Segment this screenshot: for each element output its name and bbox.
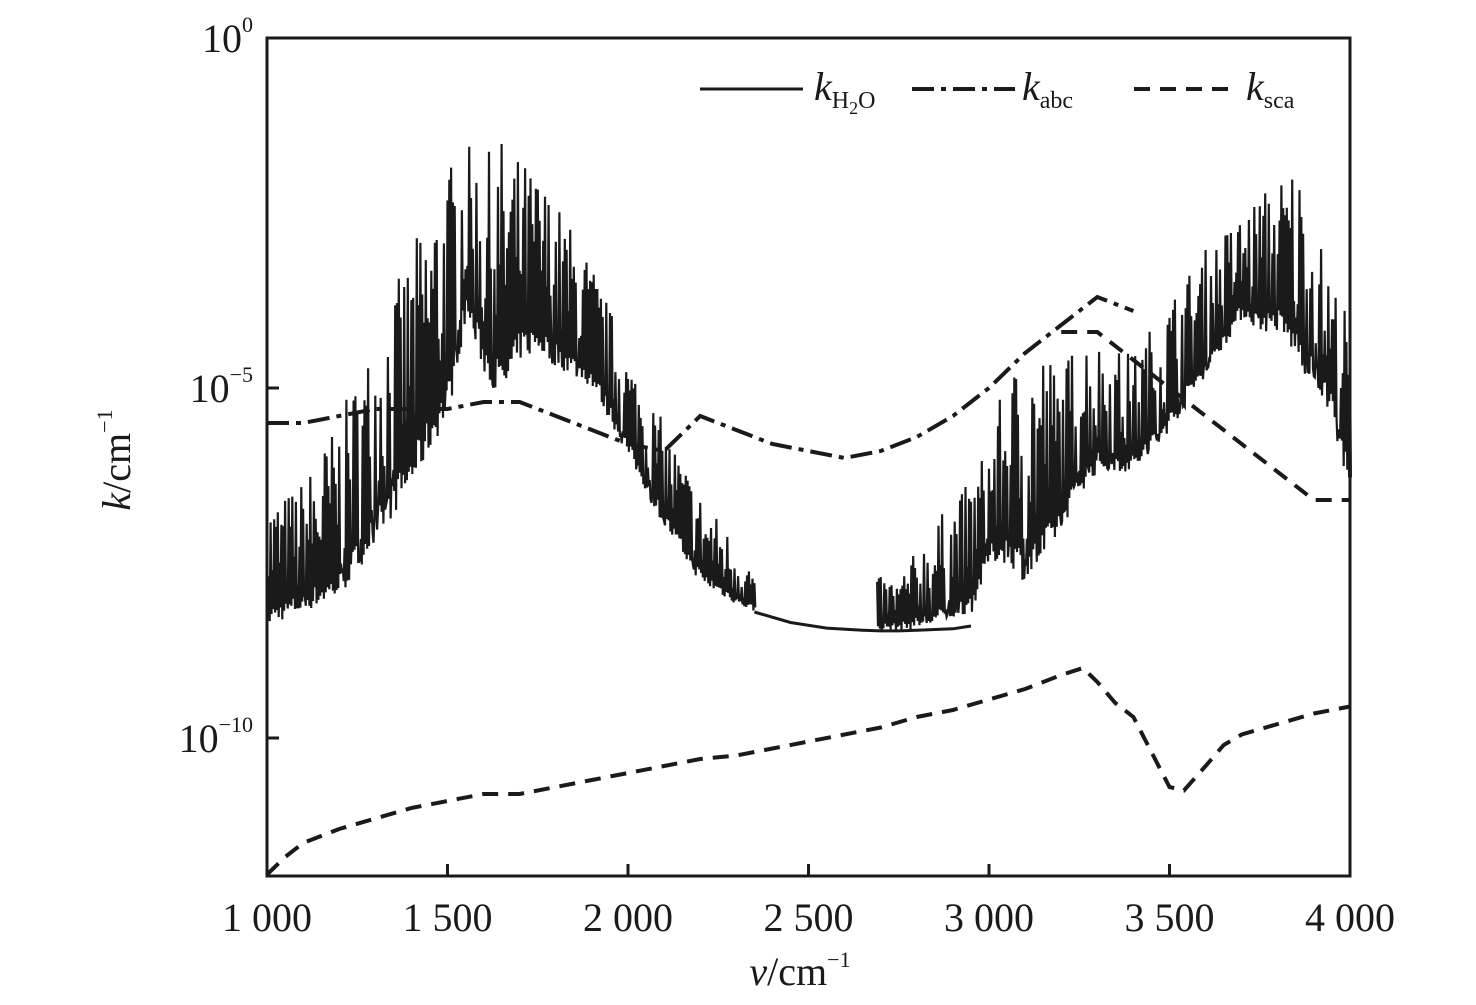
x-axis-label-var: v <box>749 949 767 994</box>
series-layer <box>265 143 1352 876</box>
y-tick-label: 10−10 <box>179 712 253 761</box>
series-ksca-line <box>265 665 1351 876</box>
y-tick-label: 10−5 <box>190 362 253 411</box>
y-axis-label-var: k <box>94 492 139 511</box>
x-tick-label: 3 500 <box>1125 895 1215 940</box>
legend-label-kabc: kabc <box>1022 64 1073 114</box>
series-kabc-line <box>267 294 1135 461</box>
x-tick-label: 2 000 <box>583 895 673 940</box>
y-axis-label-exp: −1 <box>92 409 117 432</box>
series-kh2o-band1 <box>265 143 757 626</box>
x-axis-label-exp: −1 <box>827 947 850 972</box>
x-tick-label: 1 000 <box>222 895 312 940</box>
y-axis-ticks: 10−10 10−5 100 <box>179 12 279 761</box>
x-axis-label: v/cm−1 <box>749 947 850 994</box>
x-tick-label: 1 500 <box>403 895 493 940</box>
legend-label-ksca: ksca <box>1246 64 1295 114</box>
series-kh2o-band2 <box>876 179 1352 631</box>
x-axis-ticks: 1 000 1 500 2 000 2 500 3 000 3 500 4 000 <box>222 864 1395 940</box>
y-axis-label: k/cm−1 <box>92 409 139 510</box>
x-tick-label: 2 500 <box>764 895 854 940</box>
legend: kH2O kabc ksca <box>700 64 1295 118</box>
y-tick-label: 100 <box>202 12 253 61</box>
series-kh2o-smooth <box>753 610 972 633</box>
series-ksca-upper-line <box>1061 330 1350 502</box>
x-axis-label-unit: /cm <box>767 949 827 994</box>
plot-frame <box>265 36 1352 878</box>
x-tick-label: 3 000 <box>944 895 1034 940</box>
y-axis-label-unit: /cm <box>94 433 139 493</box>
x-tick-label: 4 000 <box>1305 895 1395 940</box>
legend-label-kh2o: kH2O <box>814 64 875 118</box>
